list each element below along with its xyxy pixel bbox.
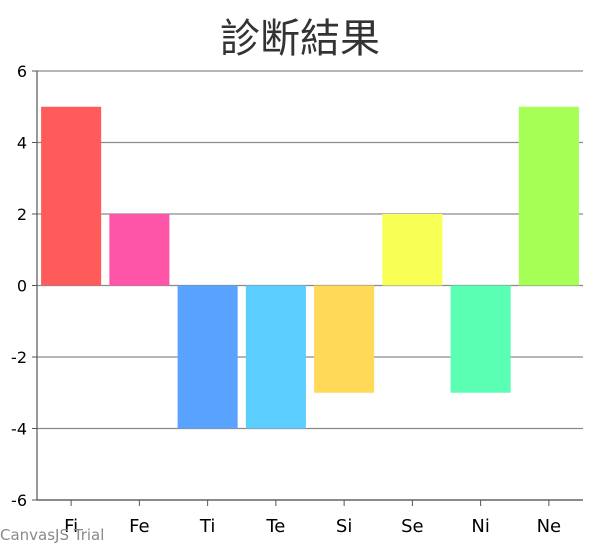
y-tick-label: -2 xyxy=(11,348,27,367)
bar-te xyxy=(245,285,306,429)
bars xyxy=(41,106,579,429)
axes: -6 -4 -2 0 2 4 6 Fi Fe Ti Te Si Se Ni Ne xyxy=(11,62,583,537)
bar-ni xyxy=(450,285,511,393)
chart-title: 診断結果 xyxy=(220,16,380,62)
watermark-text: CanvasJS Trial xyxy=(0,526,105,544)
x-tick-label-ni: Ni xyxy=(471,516,489,537)
x-tick-label-te: Te xyxy=(265,516,285,537)
y-tick-label: 0 xyxy=(17,277,27,296)
x-tick-label-ti: Ti xyxy=(199,516,215,537)
bar-ti xyxy=(177,285,238,429)
x-tick-label-fi: Fi xyxy=(64,516,78,537)
bar-se xyxy=(382,214,443,286)
y-tick-label: -6 xyxy=(11,491,27,510)
x-tick-label-se: Se xyxy=(401,516,424,537)
bar-si xyxy=(314,285,375,393)
x-tick-label-ne: Ne xyxy=(537,516,562,537)
y-tick-label: 6 xyxy=(17,62,27,81)
y-tick-label: 4 xyxy=(17,134,27,153)
bar-fe xyxy=(109,214,170,286)
bar-fi xyxy=(41,106,102,286)
x-tick-label-fe: Fe xyxy=(129,516,149,537)
x-tick-label-si: Si xyxy=(336,516,352,537)
bar-ne xyxy=(518,106,579,286)
y-tick-label: -4 xyxy=(11,420,27,439)
y-tick-label: 2 xyxy=(17,205,27,224)
